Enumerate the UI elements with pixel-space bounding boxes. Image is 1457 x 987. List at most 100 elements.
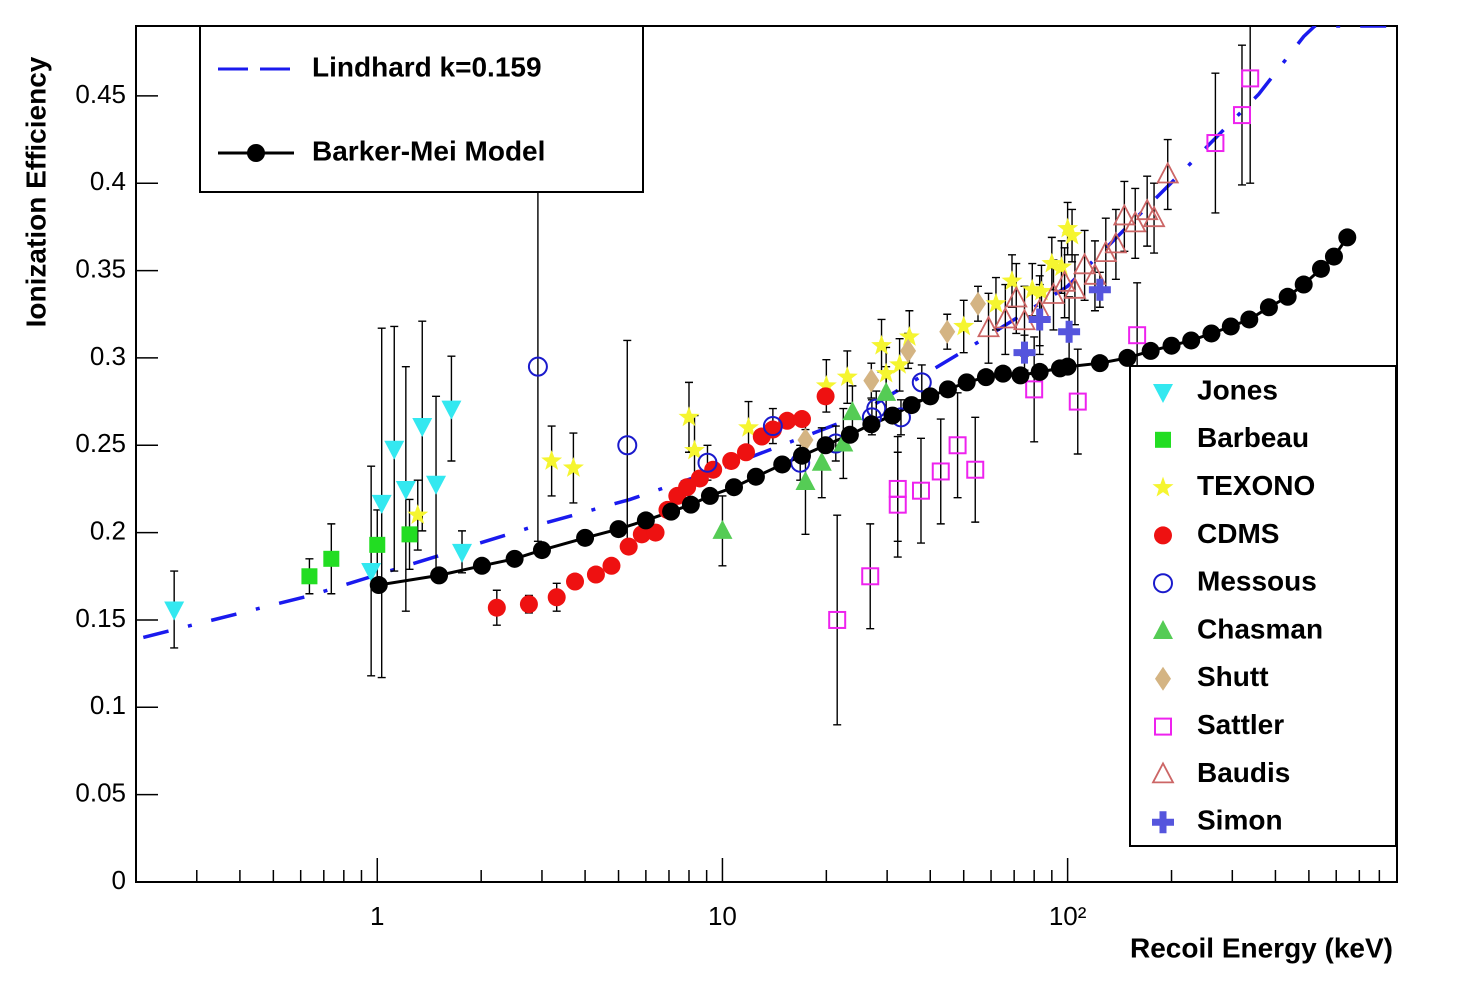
data-point (861, 567, 880, 586)
data-point (519, 595, 538, 614)
data-point (902, 396, 921, 415)
error-bar (1131, 187, 1140, 260)
data-point (1123, 210, 1147, 233)
data-point (369, 536, 386, 553)
data-point (985, 292, 1007, 313)
data-point (684, 439, 705, 460)
data-point (562, 457, 584, 477)
legend-marker (1153, 384, 1173, 403)
data-point (811, 451, 832, 471)
data-point (911, 372, 932, 393)
data-point (697, 452, 718, 473)
data-point (1068, 392, 1087, 411)
data-point (938, 380, 957, 399)
data-point (957, 373, 976, 392)
error-bar (1090, 240, 1099, 312)
data-point (566, 572, 585, 591)
data-point (371, 494, 392, 514)
error-bar (866, 523, 875, 630)
error-bar (1120, 180, 1129, 253)
error-bar (984, 292, 993, 364)
legend-marker (1154, 526, 1172, 545)
data-point (833, 432, 854, 452)
data-point (836, 366, 858, 386)
legend-marker (1155, 431, 1171, 448)
data-point (1058, 357, 1077, 376)
legend-label: Sattler (1197, 709, 1284, 740)
data-point (426, 475, 447, 495)
error-bar (936, 418, 945, 525)
data-point (1011, 366, 1030, 385)
data-point (797, 428, 814, 453)
data-point (678, 478, 697, 497)
data-point (1088, 278, 1111, 301)
data-point (1104, 231, 1128, 254)
data-point (792, 410, 811, 429)
legend-label: TEXONO (1197, 470, 1315, 501)
data-point (452, 543, 473, 563)
data-point (1294, 275, 1313, 294)
x-tick-label: 10 (708, 901, 737, 931)
data-point (840, 425, 859, 444)
data-point (762, 416, 783, 437)
legend-box (1129, 365, 1397, 847)
data-point (1025, 380, 1044, 399)
data-point (795, 470, 816, 490)
error-bar (971, 416, 980, 523)
legend-label: Messous (1197, 566, 1317, 597)
data-point (632, 525, 651, 544)
data-point (301, 568, 318, 585)
data-point (164, 601, 185, 621)
data-point (898, 326, 920, 346)
data-point (1004, 285, 1028, 308)
data-point (1141, 341, 1160, 360)
data-point (1063, 276, 1087, 299)
error-bar (1080, 229, 1089, 301)
y-tick-label: 0.2 (90, 515, 126, 545)
y-tick-label: 0.15 (75, 603, 126, 633)
error-bar (1163, 138, 1172, 211)
data-point (931, 462, 950, 481)
data-point (487, 598, 506, 617)
legend-box (199, 25, 644, 193)
data-point (876, 381, 897, 401)
data-point (586, 565, 605, 584)
data-point (690, 469, 709, 488)
legend-marker (1154, 717, 1172, 736)
data-point (911, 481, 930, 500)
data-point (576, 528, 595, 547)
data-point (1338, 228, 1357, 247)
data-point (977, 315, 1001, 338)
data-point (953, 315, 975, 336)
data-point (863, 368, 880, 393)
data-point (792, 446, 811, 465)
data-point (1240, 310, 1259, 329)
data-point (1053, 269, 1077, 292)
x-tick-label: 10² (1049, 901, 1087, 931)
data-point (646, 523, 665, 542)
data-point (969, 291, 986, 316)
data-point (1031, 280, 1052, 301)
legend-label: Jones (1197, 374, 1278, 405)
data-point (1156, 161, 1180, 184)
error-bar (1237, 44, 1246, 186)
data-point (547, 588, 566, 607)
data-point (1278, 287, 1297, 306)
data-point (1128, 326, 1147, 345)
data-point (994, 364, 1013, 383)
legend-marker (1152, 476, 1174, 497)
data-point (441, 400, 462, 420)
data-point (1001, 270, 1023, 290)
data-point (921, 387, 940, 406)
data-point (889, 353, 911, 374)
data-point (619, 537, 638, 556)
error-bar (1073, 348, 1082, 455)
data-point (724, 478, 743, 497)
data-point (1206, 134, 1225, 153)
data-point (816, 436, 835, 455)
legend-marker (1152, 811, 1174, 834)
x-axis-title: Recoil Energy (keV) (1130, 932, 1393, 963)
data-point (395, 480, 416, 500)
